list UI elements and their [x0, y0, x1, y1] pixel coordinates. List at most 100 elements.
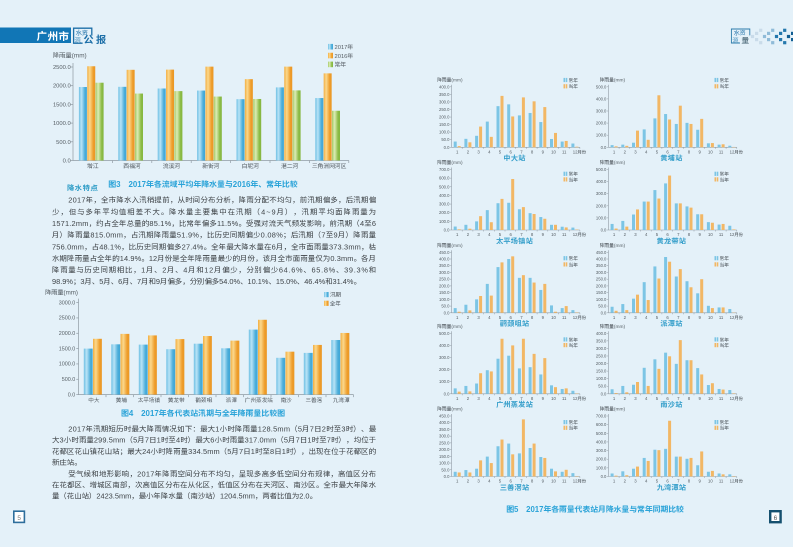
svg-text:1500.0: 1500.0 — [53, 99, 71, 108]
svg-text:5: 5 — [17, 513, 21, 522]
svg-text:2017年，全市降水入汛稍提前，从时间分布分析，降雨分配不均: 2017年，全市降水入汛稍提前，从时间分布分析，降雨分配不均匀，前汛期偏多，后汛… — [68, 195, 376, 206]
svg-text:350.0: 350.0 — [439, 92, 450, 98]
svg-text:10: 10 — [551, 479, 556, 485]
svg-text:降雨量(mm): 降雨量(mm) — [53, 51, 87, 60]
svg-text:三角洲网河区: 三角洲网河区 — [312, 161, 347, 170]
svg-text:1000.0: 1000.0 — [59, 360, 76, 368]
svg-text:200.0: 200.0 — [439, 210, 450, 216]
svg-text:300.0: 300.0 — [596, 270, 607, 276]
svg-text:12月份: 12月份 — [573, 150, 587, 156]
svg-text:300.0: 300.0 — [439, 99, 450, 105]
svg-text:公 报: 公 报 — [83, 31, 107, 46]
svg-text:0.0: 0.0 — [444, 228, 450, 234]
svg-text:降雨量与历史同期相比，1月、2月、4月和12月偏少，分别偏少: 降雨量与历史同期相比，1月、2月、4月和12月偏少，分别偏少64.6%、65.8… — [52, 265, 377, 276]
svg-text:700.0: 700.0 — [596, 414, 607, 420]
svg-text:常年: 常年 — [720, 255, 730, 262]
svg-text:降雨量(mm): 降雨量(mm) — [600, 159, 626, 166]
svg-text:11: 11 — [562, 315, 567, 321]
svg-text:350.0: 350.0 — [439, 427, 450, 433]
svg-text:350.0: 350.0 — [596, 263, 607, 269]
svg-text:0.0: 0.0 — [601, 310, 607, 316]
svg-text:太平场镇站: 太平场镇站 — [496, 236, 533, 246]
svg-text:10: 10 — [551, 396, 556, 402]
svg-text:花都区花山镇花山站；最大24小时降雨量334.5mm（5月7: 花都区花山镇花山站；最大24小时降雨量334.5mm（5月7日1时至8日1时），… — [52, 446, 377, 457]
svg-text:0.0: 0.0 — [444, 145, 450, 151]
svg-text:600.0: 600.0 — [439, 176, 450, 182]
svg-text:三善滘站: 三善滘站 — [500, 483, 530, 493]
svg-text:50.0: 50.0 — [441, 304, 450, 310]
svg-text:300.0: 300.0 — [439, 355, 450, 361]
svg-text:12月份: 12月份 — [573, 396, 587, 402]
svg-text:200.0: 200.0 — [439, 367, 450, 373]
svg-text:500.0: 500.0 — [596, 431, 607, 437]
svg-text:降雨量(mm): 降雨量(mm) — [600, 406, 626, 413]
svg-text:50.0: 50.0 — [441, 137, 450, 143]
svg-text:水期降雨量占全年的14.9%。12月份是全年降雨量最少的月份: 水期降雨量占全年的14.9%。12月份是全年降雨量最少的月份，该月全市面雨量仅为… — [52, 253, 376, 264]
svg-text:0.0: 0.0 — [601, 391, 607, 397]
svg-text:少，但与多年平均值相差不大。降水量主要集中在汛期（4~9月）: 少，但与多年平均值相差不大。降水量主要集中在汛期（4~9月），汛期平均面降雨量为 — [52, 206, 376, 217]
svg-text:当年: 当年 — [720, 176, 730, 183]
svg-text:200.0: 200.0 — [596, 457, 607, 463]
svg-text:10: 10 — [551, 232, 556, 238]
svg-text:10: 10 — [551, 150, 556, 156]
svg-text:100.0: 100.0 — [439, 379, 450, 385]
svg-text:2017年: 2017年 — [335, 42, 354, 51]
svg-text:450.0: 450.0 — [439, 250, 450, 256]
svg-text:10: 10 — [708, 315, 713, 321]
svg-text:太平场镇: 太平场镇 — [137, 396, 161, 404]
svg-text:400.0: 400.0 — [596, 257, 607, 263]
svg-text:0.0: 0.0 — [444, 310, 450, 316]
svg-text:量: 量 — [741, 35, 749, 46]
svg-text:11: 11 — [719, 479, 724, 485]
svg-text:10: 10 — [708, 396, 713, 402]
svg-text:三善滘: 三善滘 — [305, 396, 322, 404]
svg-text:11: 11 — [719, 232, 724, 238]
svg-text:当年: 当年 — [569, 83, 579, 90]
svg-text:100.0: 100.0 — [439, 461, 450, 467]
svg-text:广州市: 广州市 — [37, 29, 70, 44]
svg-text:增江: 增江 — [87, 161, 99, 170]
svg-text:当年: 当年 — [720, 425, 730, 432]
svg-text:降雨量(mm): 降雨量(mm) — [437, 76, 463, 83]
svg-text:350.0: 350.0 — [596, 338, 607, 344]
svg-text:500.0: 500.0 — [439, 331, 450, 337]
svg-text:常年: 常年 — [720, 77, 730, 84]
svg-text:450.0: 450.0 — [439, 414, 450, 420]
svg-text:11: 11 — [719, 315, 724, 321]
svg-text:当年: 当年 — [569, 425, 579, 432]
svg-text:11: 11 — [562, 232, 567, 238]
svg-text:10: 10 — [551, 315, 556, 321]
svg-text:当年: 当年 — [720, 83, 730, 90]
svg-text:50.0: 50.0 — [598, 384, 607, 390]
svg-text:0.0: 0.0 — [63, 156, 71, 165]
svg-text:新庄站。: 新庄站。 — [52, 457, 82, 468]
svg-text:12月份: 12月份 — [730, 479, 744, 485]
svg-text:流溪河: 流溪河 — [163, 161, 181, 170]
svg-text:300.0: 300.0 — [596, 191, 607, 197]
svg-text:当年: 当年 — [569, 342, 579, 349]
svg-text:降雨量(mm): 降雨量(mm) — [437, 406, 463, 413]
svg-text:100.0: 100.0 — [596, 376, 607, 382]
svg-text:2000.0: 2000.0 — [59, 329, 76, 337]
svg-text:大3小时雨量299.5mm（5月7日1时至4时）最大6小时雨: 大3小时雨量299.5mm（5月7日1时至4时）最大6小时雨量317.0mm（5… — [52, 435, 376, 446]
svg-text:1571.2mm，约占全年总量的85.1%，比常年偏多11.: 1571.2mm，约占全年总量的85.1%，比常年偏多11.5%。受强对流天气频… — [52, 218, 376, 229]
svg-text:300.0: 300.0 — [439, 434, 450, 440]
svg-text:1500.0: 1500.0 — [59, 344, 76, 352]
svg-text:常年: 常年 — [569, 255, 579, 262]
svg-text:0.0: 0.0 — [444, 391, 450, 397]
svg-text:100.0: 100.0 — [596, 133, 607, 139]
svg-text:200.0: 200.0 — [439, 447, 450, 453]
svg-text:700.0: 700.0 — [439, 167, 450, 173]
svg-text:12月份: 12月份 — [730, 396, 744, 402]
svg-text:500.0: 500.0 — [596, 84, 607, 90]
svg-text:常年: 常年 — [335, 60, 347, 69]
svg-text:0.0: 0.0 — [444, 474, 450, 480]
svg-text:降雨量(mm): 降雨量(mm) — [600, 242, 626, 249]
svg-text:50.0: 50.0 — [441, 467, 450, 473]
svg-text:黄埔: 黄埔 — [116, 396, 128, 404]
svg-text:广州蒸发站: 广州蒸发站 — [245, 396, 273, 404]
svg-text:降雨量(mm): 降雨量(mm) — [437, 242, 463, 249]
svg-text:全年: 全年 — [329, 299, 342, 307]
svg-text:白坭河: 白坭河 — [242, 161, 260, 170]
svg-text:100.0: 100.0 — [439, 130, 450, 136]
